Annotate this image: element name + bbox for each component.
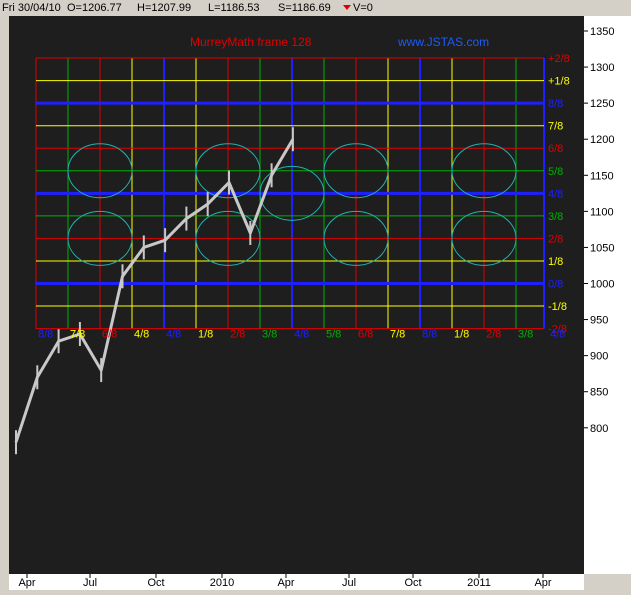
header-volume: V=0 <box>353 2 373 14</box>
level-label: 5/8 <box>548 166 563 178</box>
header-open: O=1206.77 <box>67 2 122 14</box>
y-tick-label: 1150 <box>590 170 614 182</box>
y-tick-label: 1050 <box>590 242 614 254</box>
x-tick-label: Jul <box>342 577 356 589</box>
y-tick-label: 900 <box>590 351 608 363</box>
x-axis-panel <box>9 574 584 590</box>
x-tick-label: Apr <box>18 577 35 589</box>
x-tick-label: Oct <box>147 577 164 589</box>
down-arrow-icon <box>343 5 351 10</box>
level-label: 8/8 <box>548 98 563 110</box>
level-label: 3/8 <box>548 211 563 223</box>
bottom-level-label: 4/8 <box>166 329 181 341</box>
y-axis-panel <box>584 16 631 574</box>
murrey-circle <box>195 210 261 266</box>
x-tick-label: Apr <box>277 577 294 589</box>
bottom-level-label: 4/8 <box>550 329 565 341</box>
y-tick-label: 1250 <box>590 98 614 110</box>
x-tick-label: 2011 <box>467 577 491 589</box>
x-tick-label: Jul <box>83 577 97 589</box>
bottom-level-label: 8/8 <box>38 329 53 341</box>
y-tick-label: 950 <box>590 315 608 327</box>
bottom-level-label: 6/8 <box>102 329 117 341</box>
bottom-level-label: 8/8 <box>422 329 437 341</box>
y-tick-label: 800 <box>590 423 608 435</box>
level-label: +2/8 <box>548 53 570 65</box>
y-tick-label: 1000 <box>590 279 614 291</box>
level-label: -1/8 <box>548 301 567 313</box>
level-label: 4/8 <box>548 188 563 200</box>
bottom-level-label: 7/8 <box>70 329 85 341</box>
x-tick-label: 2010 <box>210 577 234 589</box>
price-line <box>14 138 295 443</box>
y-tick-label: 1200 <box>590 134 614 146</box>
murrey-circle <box>67 210 133 266</box>
chart-title: MurreyMath frame 128 <box>190 35 312 49</box>
bottom-level-label: 5/8 <box>326 329 341 341</box>
y-tick-label: 1100 <box>590 206 614 218</box>
bottom-level-label: 3/8 <box>262 329 277 341</box>
level-label: 0/8 <box>548 279 563 291</box>
y-tick-label: 1300 <box>590 62 614 74</box>
header-low: L=1186.53 <box>208 2 260 14</box>
plot-background <box>9 16 584 574</box>
murrey-circles <box>67 143 517 266</box>
murrey-circle <box>451 210 517 266</box>
y-tick-label: 1350 <box>590 26 614 38</box>
murrey-circle <box>67 143 133 199</box>
bottom-level-label: 3/8 <box>518 329 533 341</box>
level-label: 6/8 <box>548 143 563 155</box>
level-label: 2/8 <box>548 233 563 245</box>
bottom-level-label: 2/8 <box>486 329 501 341</box>
bottom-level-label: 4/8 <box>134 329 149 341</box>
murrey-circle <box>259 165 325 221</box>
murrey-circle <box>195 143 261 199</box>
bottom-level-label: 4/8 <box>294 329 309 341</box>
murrey-grid <box>35 57 545 330</box>
header-date: Fri 30/04/10 <box>2 2 61 14</box>
bottom-level-label: 1/8 <box>454 329 469 341</box>
level-label: -2/8 <box>548 324 567 336</box>
x-tick-label: Apr <box>534 577 551 589</box>
bottom-level-label: 2/8 <box>230 329 245 341</box>
x-tick-label: Oct <box>404 577 421 589</box>
header-high: H=1207.99 <box>137 2 191 14</box>
header-settle: S=1186.69 <box>278 2 331 14</box>
bottom-level-label: 6/8 <box>358 329 373 341</box>
price-series <box>14 127 295 455</box>
bottom-level-label: 7/8 <box>390 329 405 341</box>
website-label: www.JSTAS.com <box>397 35 489 49</box>
murrey-circle <box>323 143 389 199</box>
murrey-level-labels: +2/8 +1/8 8/8 7/8 6/8 5/8 4/8 3/8 2/8 1/8 0/8 -1/8 -… <box>38 53 570 341</box>
level-label: 7/8 <box>548 121 563 133</box>
level-label: +1/8 <box>548 76 570 88</box>
header-bar: Fri 30/04/10 O=1206.77 H=1207.99 L=1186.… <box>2 2 373 14</box>
bottom-level-label: 1/8 <box>198 329 213 341</box>
murrey-circle <box>323 210 389 266</box>
y-tick-label: 850 <box>590 387 608 399</box>
murrey-circle <box>451 143 517 199</box>
axes: 1350 1300 1250 1200 1150 1100 1050 1000 950 900 85… <box>18 26 614 589</box>
level-label: 1/8 <box>548 256 563 268</box>
